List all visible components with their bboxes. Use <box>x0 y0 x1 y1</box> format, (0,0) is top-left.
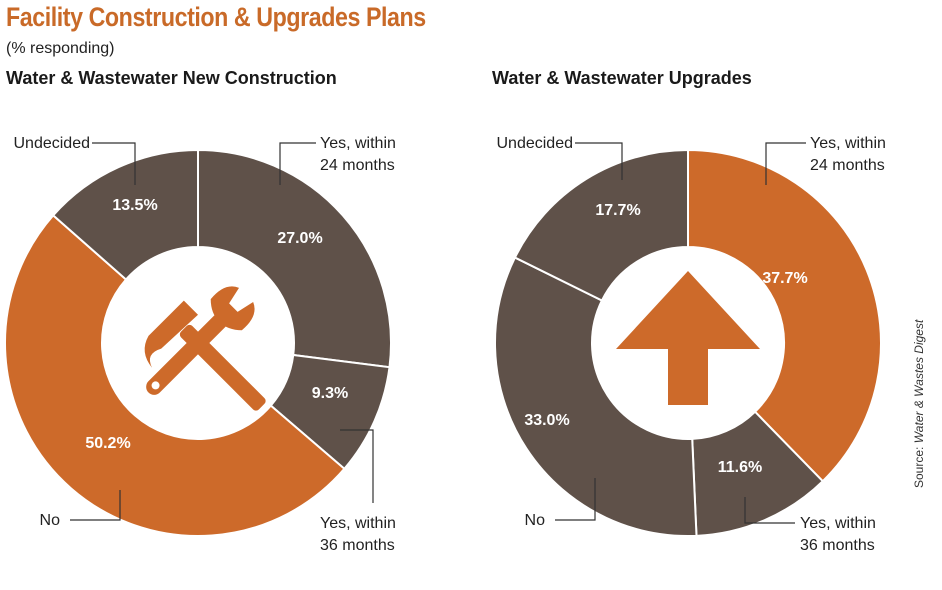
leader-line <box>70 490 121 521</box>
value-label: 37.7% <box>762 270 807 287</box>
leader-line <box>575 142 623 180</box>
value-label: 17.7% <box>595 202 640 219</box>
hammer-wrench-icon <box>144 286 266 411</box>
category-label: Yes, within 36 months <box>800 515 876 554</box>
leader-line <box>279 142 316 185</box>
chart-title: Facility Construction & Upgrades Plans <box>6 2 426 32</box>
slice-no <box>494 256 698 537</box>
donut-chart-1: 37.7% Yes, within 24 months 11.6% Yes, withi… <box>494 135 886 554</box>
leader-line <box>92 142 136 185</box>
donut-chart-0: 27.0% Yes, within 24 months 9.3% Yes, within… <box>4 135 396 554</box>
category-label: Yes, within 36 months <box>320 515 396 554</box>
chart-subtitle: (% responding) <box>6 40 115 57</box>
category-label: Yes, within 24 months <box>320 135 396 174</box>
value-label: 13.5% <box>112 197 157 214</box>
value-label: 33.0% <box>524 412 569 429</box>
value-label: 27.0% <box>277 230 322 247</box>
value-label: 11.6% <box>718 459 762 476</box>
leader-line <box>765 142 806 185</box>
category-label: No <box>525 512 546 529</box>
category-label: Undecided <box>14 135 91 152</box>
value-label: 50.2% <box>85 435 130 452</box>
category-label: No <box>40 512 61 529</box>
category-label: Undecided <box>497 135 574 152</box>
leader-line <box>340 429 374 503</box>
up-arrow-icon <box>616 271 760 405</box>
right-chart-title: Water & Wastewater Upgrades <box>492 68 752 88</box>
leader-line <box>744 497 795 524</box>
leader-line <box>555 478 596 521</box>
value-label: 9.3% <box>312 385 348 402</box>
left-chart-title: Water & Wastewater New Construction <box>6 68 337 88</box>
category-label: Yes, within 24 months <box>810 135 886 174</box>
